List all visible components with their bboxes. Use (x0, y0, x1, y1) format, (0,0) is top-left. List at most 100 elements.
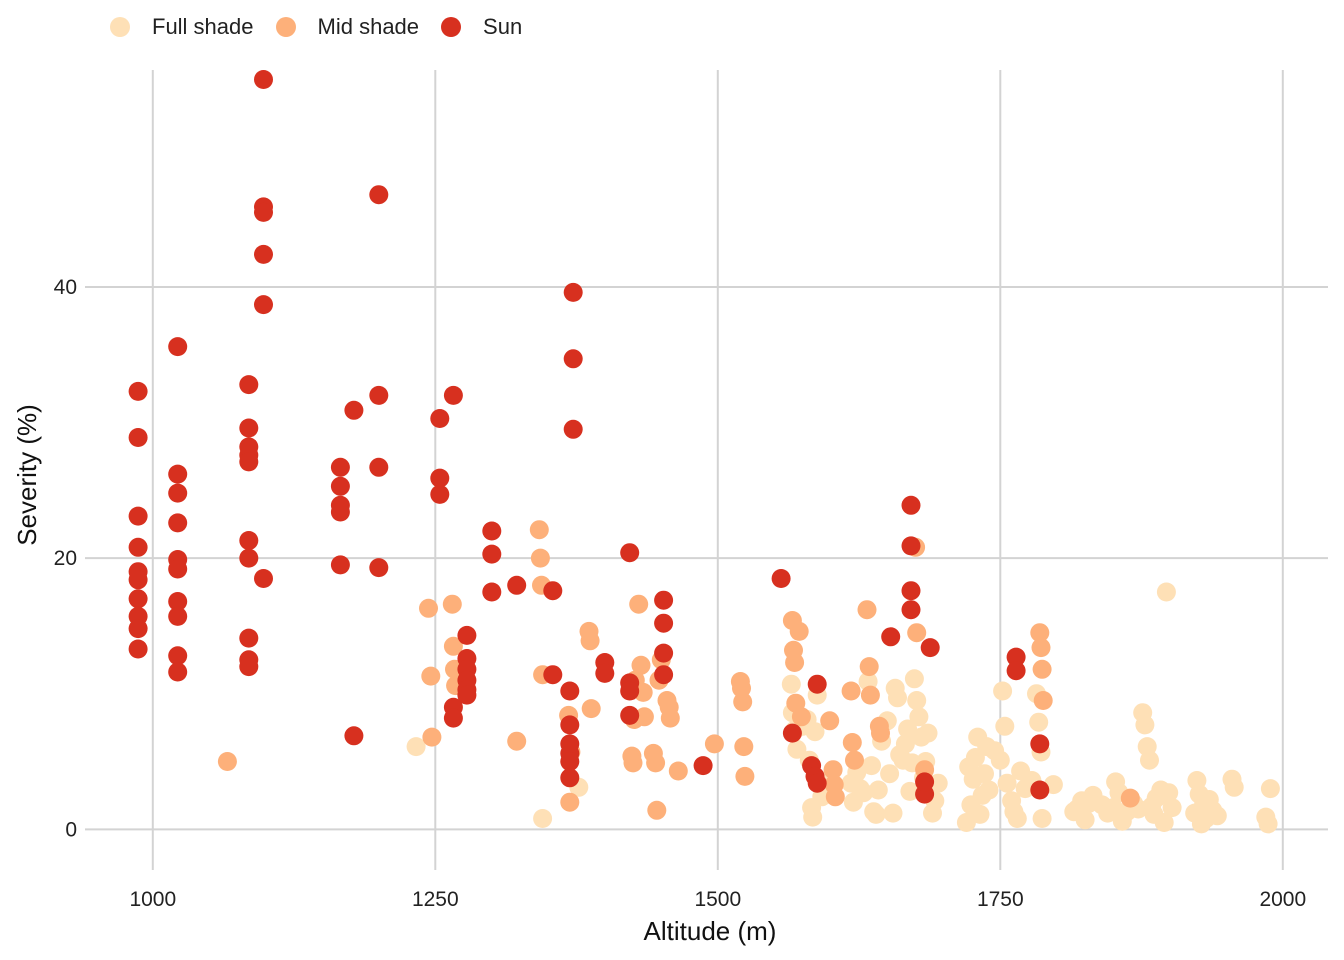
point-mid-shade (704, 734, 724, 754)
point-sun (881, 627, 901, 647)
point-full-shade (975, 764, 994, 784)
point-mid-shade (581, 699, 601, 719)
point-sun (330, 476, 350, 496)
point-full-shade (868, 780, 888, 800)
point-mid-shade (735, 766, 755, 786)
point-sun (443, 385, 463, 405)
point-sun (369, 558, 389, 578)
point-full-shade (909, 707, 929, 727)
point-sun (807, 773, 827, 793)
point-sun (254, 202, 273, 222)
point-sun (563, 349, 583, 369)
point-full-shade (904, 669, 924, 689)
point-sun (128, 589, 148, 609)
point-sun (654, 643, 674, 663)
point-sun (239, 375, 259, 395)
point-mid-shade (634, 707, 654, 727)
point-mid-shade (842, 733, 862, 752)
point-sun (654, 590, 674, 610)
point-mid-shade (442, 594, 462, 614)
point-full-shade (1156, 582, 1176, 602)
point-sun (563, 419, 583, 439)
point-mid-shade (660, 708, 680, 728)
point-sun (1030, 780, 1050, 800)
point-full-shade (993, 681, 1013, 701)
point-full-shade (854, 783, 874, 803)
point-sun (901, 495, 921, 515)
point-sun (693, 756, 713, 776)
point-mid-shade (1030, 623, 1050, 643)
point-full-shade (907, 691, 927, 710)
point-full-shade (1260, 779, 1280, 799)
point-mid-shade (823, 760, 843, 780)
point-sun (560, 768, 580, 788)
point-sun (915, 772, 935, 792)
point-mid-shade (422, 727, 442, 747)
point-mid-shade (857, 600, 877, 620)
point-sun (560, 715, 580, 735)
legend-item-sun: Sun (441, 14, 522, 40)
y-tick-label: 20 (54, 547, 77, 570)
legend-swatch-full-shade (110, 17, 130, 37)
point-mid-shade (629, 594, 649, 614)
point-mid-shade (623, 753, 643, 773)
point-full-shade (1140, 750, 1159, 770)
point-full-shade (1207, 806, 1227, 826)
point-sun (239, 452, 259, 472)
point-mid-shade (646, 753, 666, 773)
point-sun (128, 506, 148, 526)
point-full-shade (1075, 810, 1095, 830)
point-mid-shade (1120, 788, 1140, 808)
point-sun (430, 409, 450, 428)
point-mid-shade (825, 787, 845, 807)
point-mid-shade (631, 655, 651, 675)
point-sun (482, 521, 502, 541)
legend-label-sun: Sun (483, 14, 523, 39)
point-full-shade (888, 688, 907, 708)
point-sun (128, 570, 148, 590)
x-tick-label: 2000 (1259, 888, 1306, 911)
point-sun (457, 625, 477, 645)
point-sun (620, 681, 640, 701)
point-sun (239, 628, 259, 648)
point-sun (128, 381, 148, 401)
point-sun (330, 457, 350, 477)
point-mid-shade (841, 681, 861, 701)
x-axis-title: Altitude (m) (644, 916, 777, 946)
legend-label-mid-shade: Mid shade (317, 14, 420, 39)
point-sun (239, 548, 259, 568)
point-mid-shade (859, 657, 879, 677)
point-full-shade (805, 722, 825, 742)
point-full-shade (862, 756, 881, 776)
point-sun (369, 457, 389, 477)
point-mid-shade (791, 707, 811, 727)
point-sun (482, 544, 502, 564)
point-full-shade (406, 737, 426, 757)
point-mid-shade (507, 731, 527, 751)
point-mid-shade (1031, 638, 1051, 658)
point-sun (128, 639, 148, 659)
point-sun (901, 600, 921, 620)
point-full-shade (995, 716, 1015, 736)
legend-item-full-shade: Full shade (110, 14, 254, 40)
point-full-shade (1029, 712, 1049, 732)
data-points (128, 70, 1280, 834)
x-tick-label: 1000 (129, 888, 176, 911)
point-sun (168, 662, 188, 682)
point-full-shade (1007, 809, 1027, 828)
point-sun (654, 665, 674, 685)
point-sun (128, 428, 148, 447)
legend-swatch-mid-shade (275, 17, 296, 37)
point-sun (330, 502, 350, 522)
point-sun (168, 483, 188, 503)
point-mid-shade (419, 598, 438, 618)
point-mid-shade (845, 750, 864, 770)
x-tick-label: 1250 (412, 888, 459, 911)
point-sun (330, 555, 350, 575)
point-sun (901, 581, 921, 601)
point-sun (771, 569, 791, 588)
point-full-shade (997, 773, 1017, 793)
point-sun (620, 705, 640, 725)
point-full-shade (1032, 809, 1052, 828)
gridlines (85, 70, 1328, 870)
